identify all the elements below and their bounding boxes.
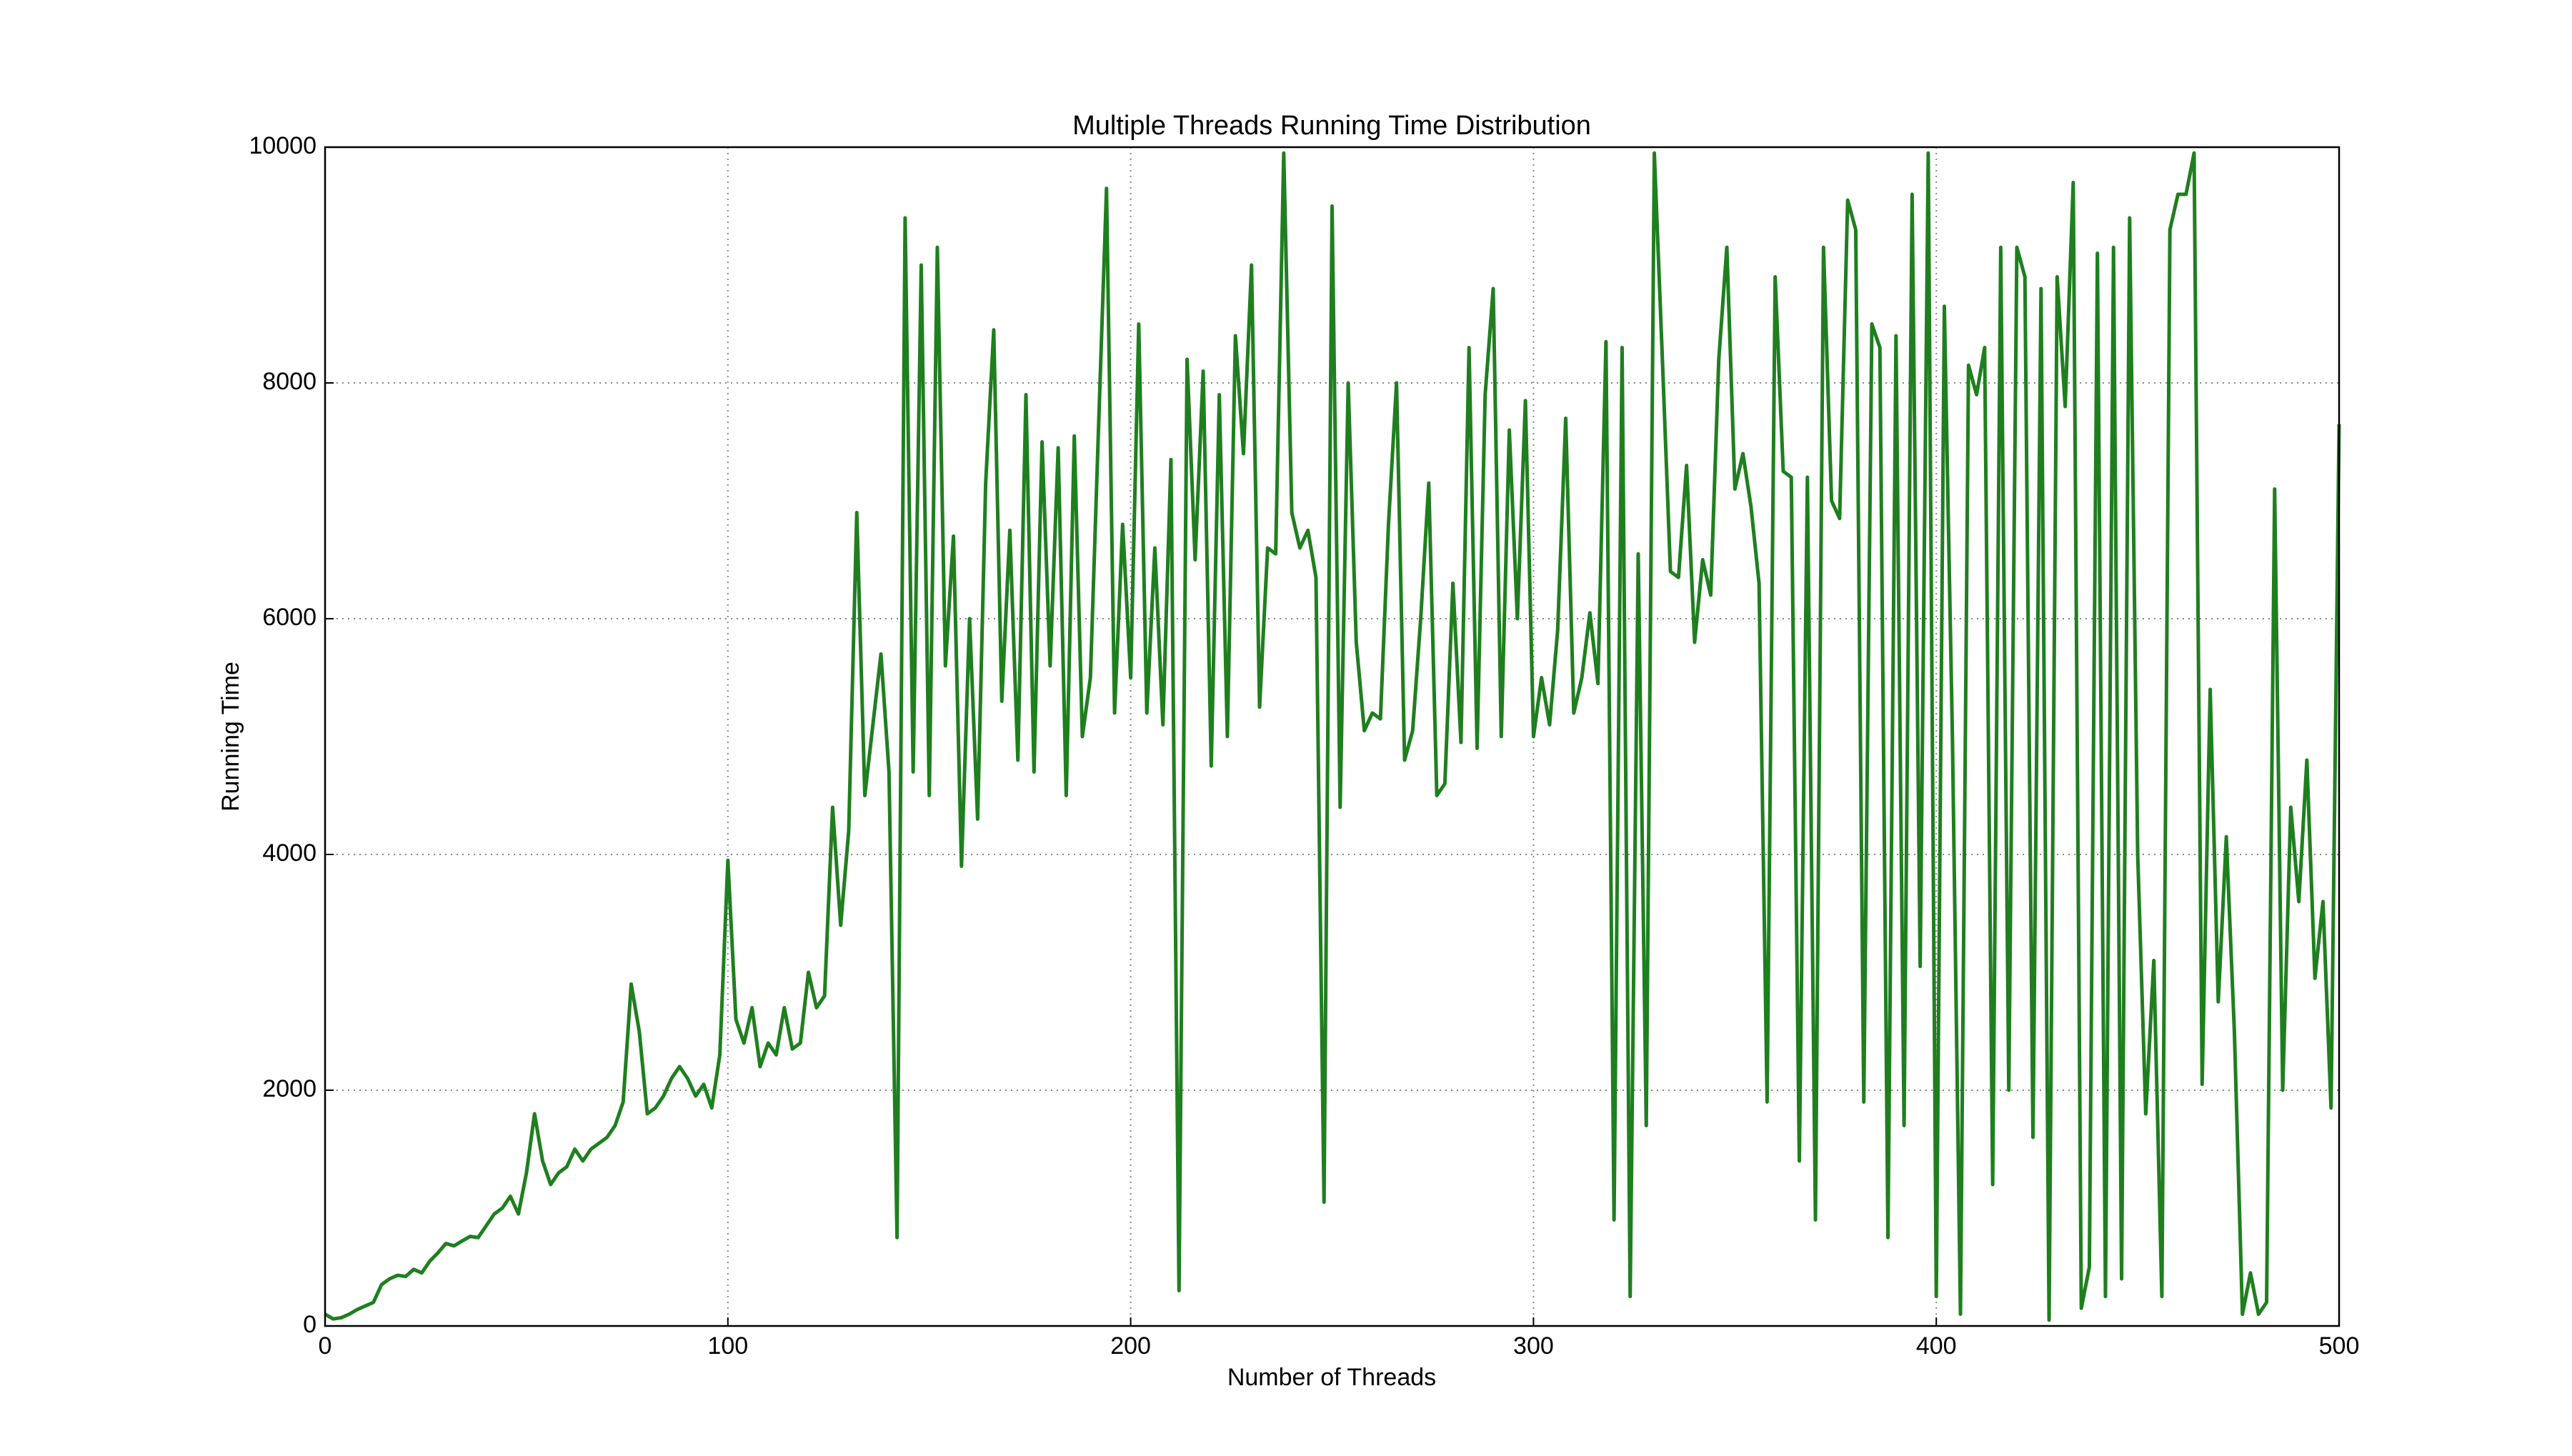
x-tick-label: 400 — [1916, 1332, 1957, 1360]
chart-title: Multiple Threads Running Time Distributi… — [1072, 111, 1591, 141]
y-tick-label: 10000 — [249, 132, 316, 159]
x-tick-label: 300 — [1513, 1332, 1554, 1360]
data-line — [324, 151, 2341, 1322]
y-tick-label: 8000 — [262, 368, 316, 395]
y-tick-label: 2000 — [262, 1075, 316, 1102]
y-tick-label: 6000 — [262, 604, 316, 631]
x-tick-label: 100 — [707, 1332, 748, 1360]
y-tick-label: 0 — [303, 1311, 316, 1338]
y-axis-label: Running Time — [217, 662, 244, 812]
x-tick-label: 500 — [2319, 1332, 2360, 1360]
x-tick-label: 0 — [319, 1332, 332, 1360]
plot-frame — [324, 146, 2341, 1327]
x-tick-label: 200 — [1110, 1332, 1151, 1360]
x-axis-label: Number of Threads — [1227, 1364, 1436, 1391]
y-tick-label: 4000 — [262, 839, 316, 867]
